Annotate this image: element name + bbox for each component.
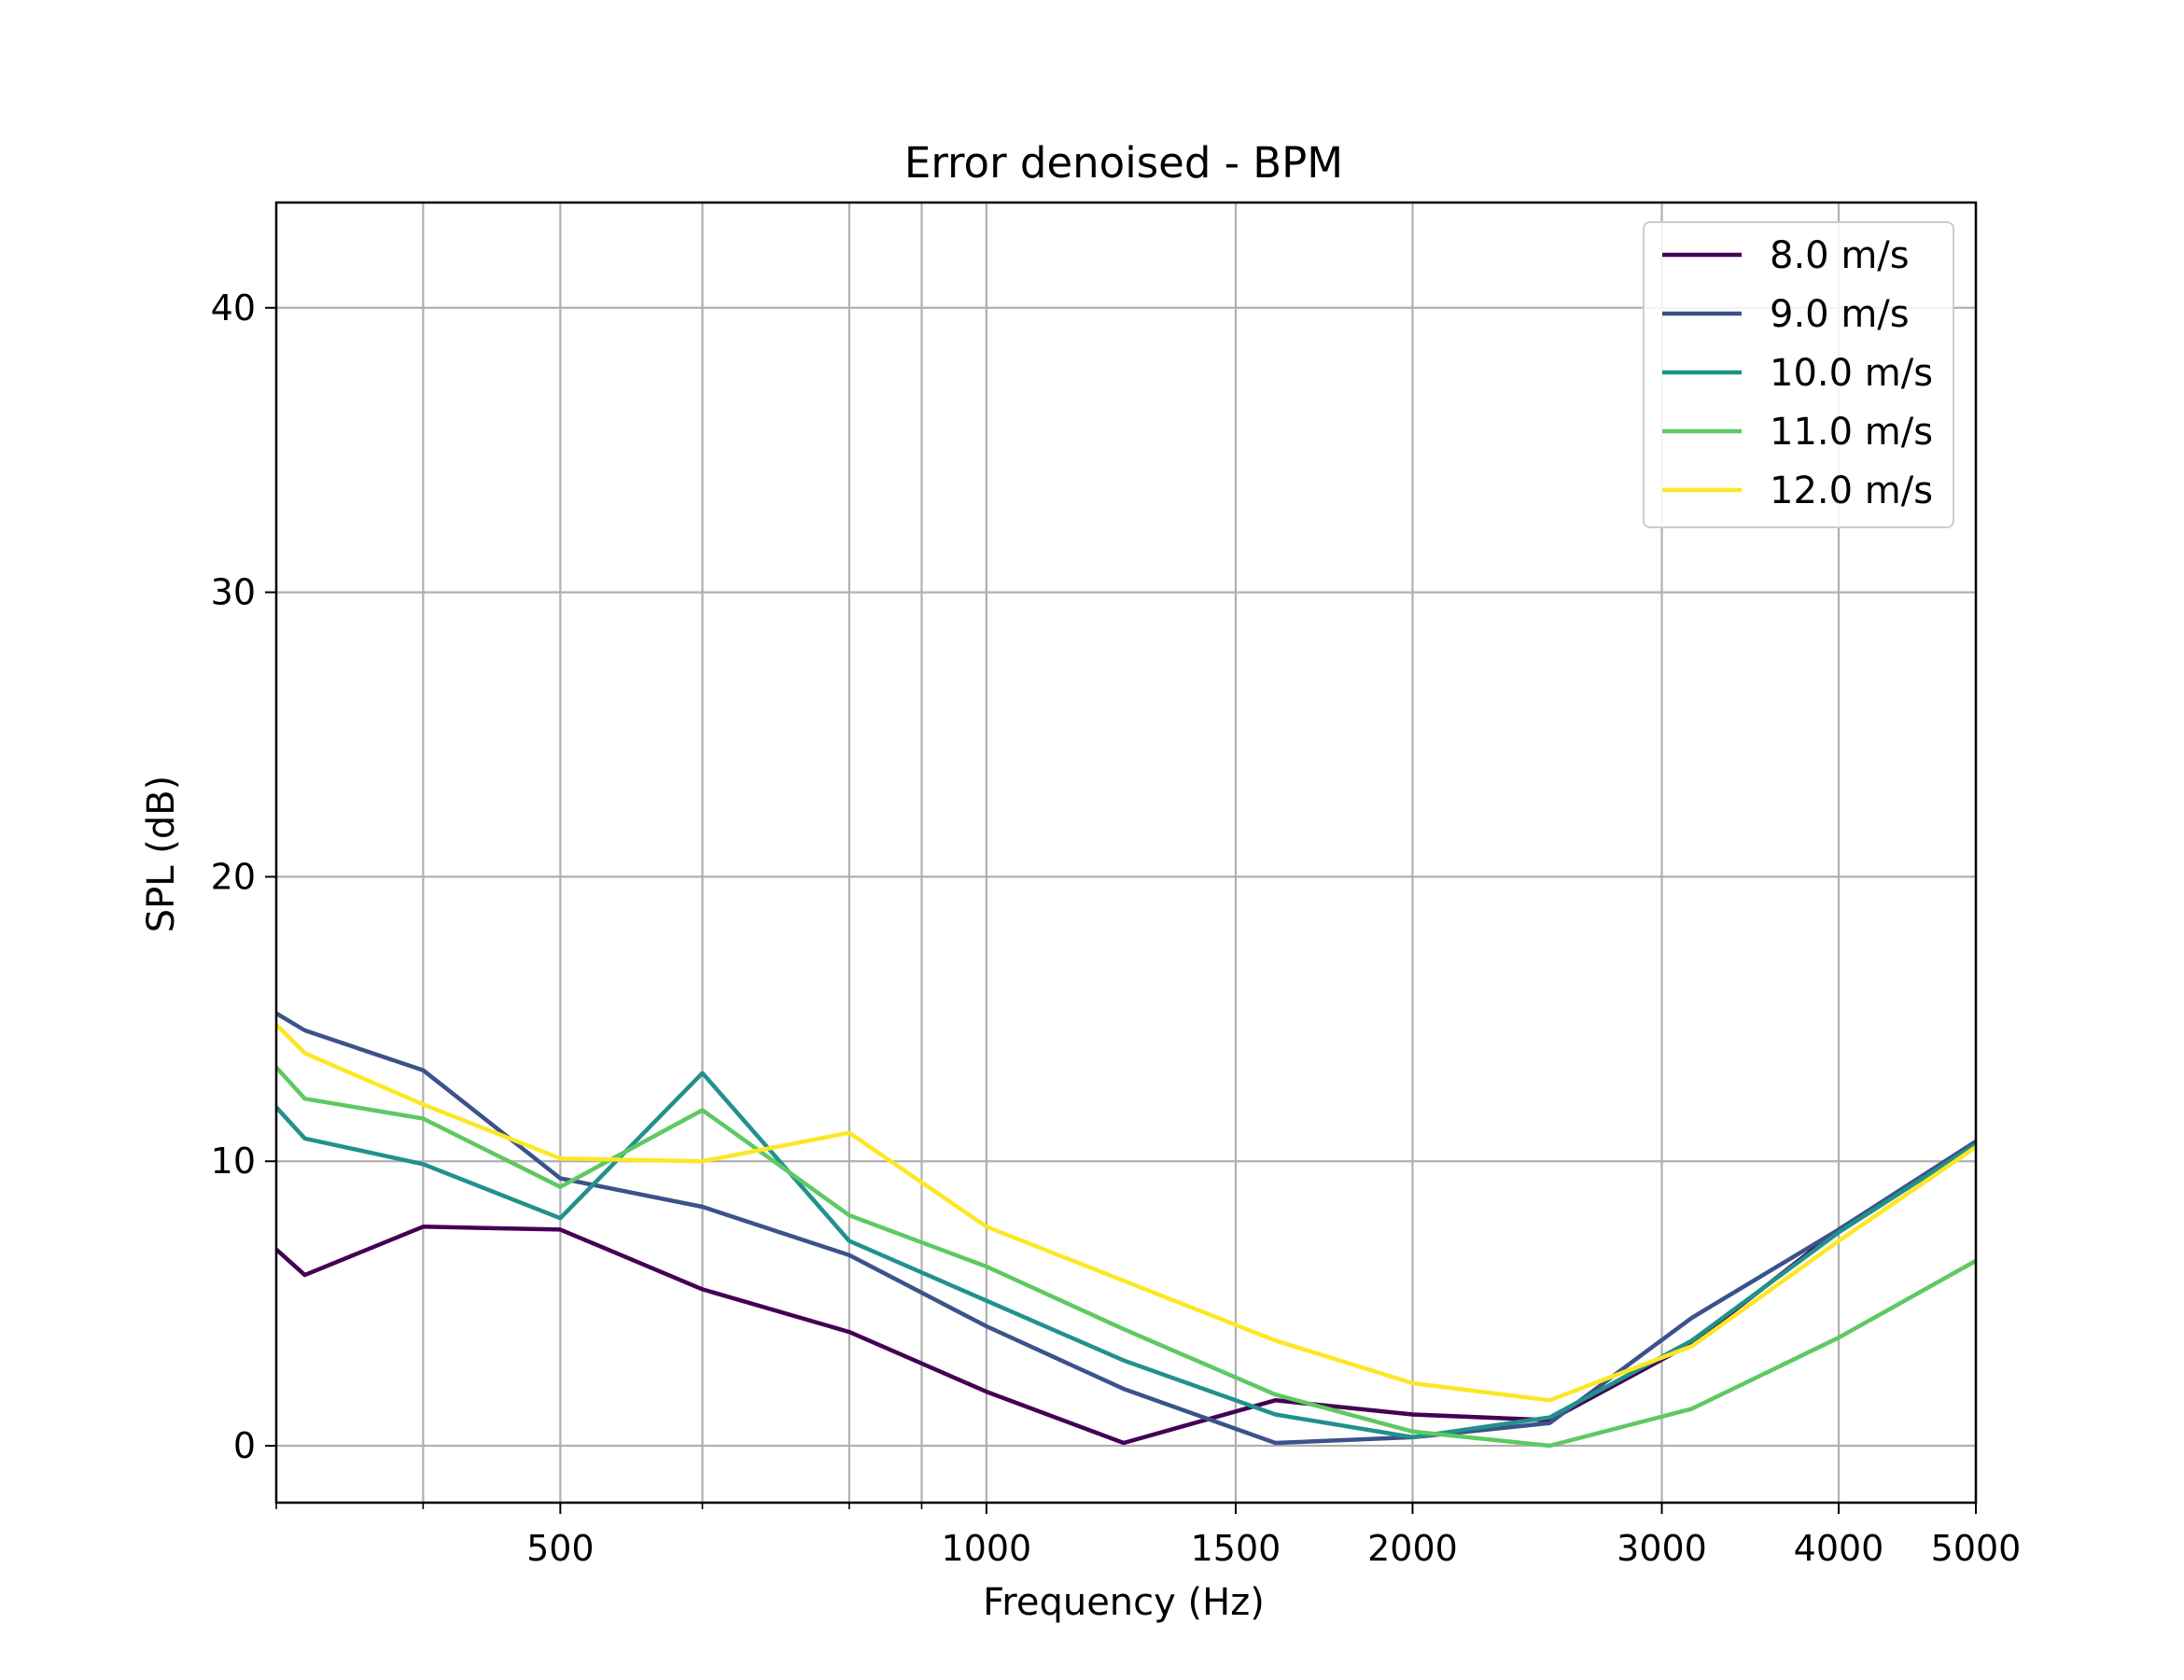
legend-label: 9.0 m/s <box>1770 293 1910 336</box>
x-tick-label: 1500 <box>1191 1528 1281 1569</box>
plot-frame <box>274 201 1978 1505</box>
legend: 8.0 m/s 9.0 m/s 10.0 m/s 11.0 m/s 12.0 m/s <box>1643 221 1954 528</box>
series-line <box>274 1071 1978 1440</box>
x-tick-label: 2000 <box>1367 1528 1458 1569</box>
y-axis-label: SPL (dB) <box>140 776 183 933</box>
legend-label: 8.0 m/s <box>1770 234 1910 277</box>
x-tick-label: 4000 <box>1794 1528 1884 1569</box>
x-tick-label: 1000 <box>942 1528 1032 1569</box>
chart-title: Error denoised - BPM <box>904 138 1343 188</box>
axis-ticks: 500 1000 1500 2000 3000 4000 5000 0 10 20 30 40 <box>211 287 2022 1569</box>
y-tick-label: 0 <box>233 1425 256 1466</box>
x-tick-label: 500 <box>526 1528 595 1569</box>
x-axis-label: Frequency (Hz) <box>983 1581 1265 1624</box>
legend-label: 12.0 m/s <box>1770 469 1933 512</box>
series-lines <box>274 1011 1978 1449</box>
legend-label: 10.0 m/s <box>1770 352 1933 395</box>
series-line <box>274 1141 1978 1446</box>
x-tick-label: 3000 <box>1617 1528 1707 1569</box>
y-tick-label: 30 <box>211 572 256 613</box>
y-tick-label: 40 <box>211 287 256 329</box>
series-line <box>274 1066 1978 1449</box>
y-tick-label: 20 <box>211 856 256 897</box>
series-line <box>274 1023 1978 1403</box>
legend-box <box>1643 221 1954 528</box>
x-tick-label: 5000 <box>1931 1528 2022 1569</box>
series-line <box>274 1011 1978 1446</box>
y-tick-label: 10 <box>211 1141 256 1182</box>
legend-label: 11.0 m/s <box>1770 411 1933 454</box>
